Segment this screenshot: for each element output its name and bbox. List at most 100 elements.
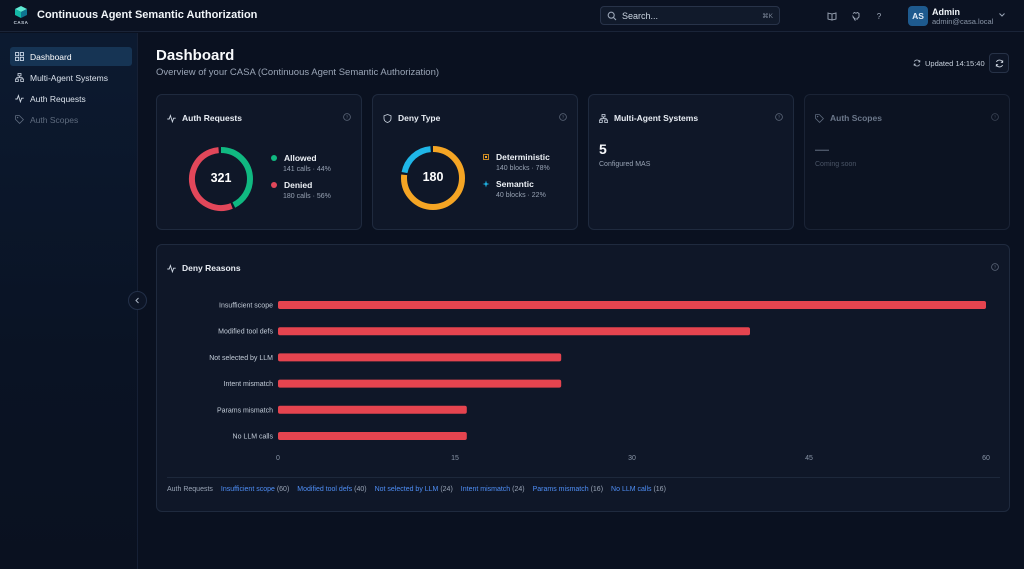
cpu-icon — [483, 154, 489, 160]
top-bar: CASA Continuous Agent Semantic Authoriza… — [0, 0, 1024, 32]
sidebar-item-auth-scopes[interactable]: Auth Scopes — [10, 110, 132, 129]
chevron-left-icon — [135, 297, 139, 304]
deny-type-donut — [401, 146, 465, 210]
help-circle-icon[interactable]: ? — [559, 113, 567, 121]
logo-text: CASA — [13, 20, 29, 25]
legend-item[interactable]: Modified tool defs (40) — [297, 486, 366, 493]
shield-icon — [383, 113, 392, 123]
legend-item-name[interactable]: Modified tool defs — [297, 486, 353, 493]
category-label: Params mismatch — [217, 407, 273, 414]
legend-item-count: (60) — [274, 486, 290, 493]
refresh-button[interactable] — [989, 53, 1009, 73]
x-tick-label: 30 — [628, 455, 636, 462]
allowed-detail: 141 calls · 44% — [283, 166, 331, 173]
donut-segment-semantic — [401, 146, 465, 210]
search-input[interactable] — [622, 10, 763, 21]
legend-item-name[interactable]: Not selected by LLM — [374, 486, 439, 493]
sidebar-item-label: Multi-Agent Systems — [30, 72, 108, 83]
legend-lead: Auth Requests — [167, 486, 213, 493]
legend-item-name[interactable]: Intent mismatch — [460, 486, 511, 493]
chart-header: Deny Reasons — [167, 263, 241, 273]
denied-detail: 180 calls · 56% — [283, 193, 331, 200]
search-shortcut: ⌘K — [762, 12, 773, 20]
help-circle-icon[interactable]: ? — [991, 263, 999, 271]
category-label: Insufficient scope — [219, 303, 273, 310]
bar[interactable] — [278, 301, 986, 309]
sidebar-item-label: Dashboard — [30, 51, 72, 62]
updated-timestamp: Updated 14:15:40 — [907, 53, 991, 73]
activity-icon — [15, 94, 24, 103]
svg-text:?: ? — [346, 115, 349, 120]
legend-item-count: (16) — [651, 486, 666, 493]
svg-text:?: ? — [778, 115, 781, 120]
mas-count: 5 — [599, 141, 607, 157]
help-icon[interactable]: ? — [876, 11, 882, 21]
sparkle-icon — [482, 180, 490, 188]
chevron-down-icon[interactable] — [998, 11, 1006, 19]
casa-logo[interactable]: CASA — [11, 5, 31, 27]
legend-item-count: (24) — [438, 486, 453, 493]
semantic-label: Semantic — [496, 179, 534, 189]
help-circle-icon[interactable]: ? — [343, 113, 351, 121]
legend-item[interactable]: No LLM calls (16) — [611, 486, 666, 493]
legend-item[interactable]: Params mismatch (16) — [533, 486, 603, 493]
legend-item[interactable]: Not selected by LLM (24) — [375, 486, 453, 493]
semantic-detail: 40 blocks · 22% — [496, 192, 546, 199]
bar[interactable] — [278, 327, 750, 336]
avatar[interactable]: AS — [908, 6, 928, 26]
denied-dot — [271, 182, 277, 188]
bar[interactable] — [278, 353, 562, 362]
deny-type-card: Deny Type ? 180 Deterministic 140 blocks… — [372, 94, 578, 230]
legend-item[interactable]: Insufficient scope (60) — [221, 486, 289, 493]
help-circle-icon[interactable]: ? — [775, 113, 783, 121]
legend-semantic: Semantic 40 blocks · 22% — [482, 179, 546, 199]
github-icon[interactable] — [850, 10, 862, 22]
bar[interactable] — [278, 405, 467, 414]
help-circle-icon: ? — [991, 113, 999, 121]
allowed-dot — [271, 155, 277, 161]
x-tick-label: 60 — [982, 455, 990, 462]
svg-text:?: ? — [994, 265, 997, 270]
category-label: Modified tool defs — [218, 329, 273, 336]
sidebar-item-auth-requests[interactable]: Auth Requests — [10, 89, 132, 108]
divider — [167, 477, 1000, 478]
svg-text:?: ? — [994, 115, 997, 120]
chart-legend: Auth Requests Insufficient scope (60) Mod… — [167, 486, 674, 493]
book-icon[interactable] — [826, 10, 838, 22]
updated-label: Updated 14:15:40 — [925, 58, 985, 68]
card-title: Multi-Agent Systems — [614, 113, 699, 123]
legend-denied: Denied 180 calls · 56% — [271, 180, 331, 200]
sidebar-item-dashboard[interactable]: Dashboard — [10, 47, 132, 66]
search-box[interactable]: ⌘K — [600, 6, 780, 25]
donut-segment-deterministic — [401, 146, 465, 210]
sidebar-item-multi-agent-systems[interactable]: Multi-Agent Systems — [10, 68, 132, 87]
sync-icon — [913, 59, 921, 67]
card-header: Auth Scopes — [815, 113, 882, 123]
legend-item-count: (16) — [588, 486, 604, 493]
network-icon — [15, 73, 24, 82]
network-icon — [599, 113, 608, 123]
legend-item[interactable]: Intent mismatch (24) — [461, 486, 525, 493]
donut-segment-allowed — [189, 147, 253, 211]
x-tick-label: 45 — [805, 455, 813, 462]
chart-title: Deny Reasons — [182, 263, 241, 273]
bar[interactable] — [278, 432, 467, 440]
sidebar-item-label: Auth Requests — [30, 93, 86, 104]
user-name[interactable]: Admin — [932, 7, 960, 17]
legend-item-name[interactable]: No LLM calls — [611, 486, 652, 493]
auth-scopes-card: Auth Scopes ? — Coming soon — [804, 94, 1010, 230]
collapse-sidebar-button[interactable] — [128, 291, 147, 310]
mas-card[interactable]: Multi-Agent Systems ? 5 Configured MAS — [588, 94, 794, 230]
svg-text:?: ? — [562, 115, 565, 120]
legend-allowed: Allowed 141 calls · 44% — [271, 153, 331, 173]
tag-icon — [815, 113, 824, 123]
tag-icon — [15, 115, 24, 124]
legend-item-name[interactable]: Params mismatch — [532, 486, 589, 493]
mas-sub-label: Configured MAS — [599, 161, 651, 168]
legend-item-count: (40) — [352, 486, 367, 493]
x-tick-label: 15 — [451, 455, 459, 462]
bar[interactable] — [278, 379, 562, 388]
app-title: Continuous Agent Semantic Authorization — [37, 9, 258, 21]
legend-item-name[interactable]: Insufficient scope — [220, 486, 275, 493]
allowed-label: Allowed — [284, 153, 317, 163]
